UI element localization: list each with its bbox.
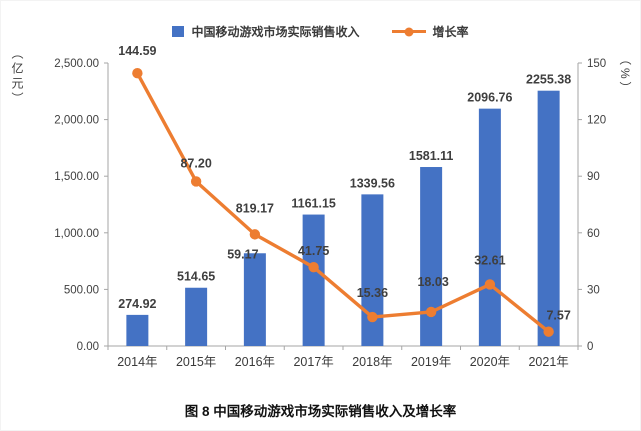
revenue-bar-2021年 bbox=[537, 90, 560, 347]
bar-series-swatch bbox=[172, 26, 185, 37]
x-axis-category-label: 2020年 bbox=[470, 355, 510, 369]
growth-value-label: 144.59 bbox=[118, 44, 156, 58]
growth-point-2017年 bbox=[308, 262, 319, 273]
growth-point-2021年 bbox=[543, 326, 554, 337]
right-axis-tick-label: 90 bbox=[587, 171, 600, 183]
x-axis-category-label: 2014年 bbox=[117, 355, 157, 369]
growth-point-2014年 bbox=[132, 68, 143, 79]
revenue-bar-2018年 bbox=[361, 194, 384, 346]
x-axis-category-label: 2019年 bbox=[411, 355, 451, 369]
right-axis-tick-label: 60 bbox=[587, 228, 600, 240]
chart-caption: 图 8 中国移动游戏市场实际销售收入及增长率 bbox=[184, 404, 457, 419]
growth-value-label: 59.17 bbox=[227, 247, 258, 261]
revenue-value-label: 514.65 bbox=[177, 270, 215, 284]
revenue-bar-2016年 bbox=[243, 253, 266, 346]
right-axis-unit-label: （%） bbox=[618, 53, 632, 97]
x-axis-category-label: 2015年 bbox=[176, 355, 216, 369]
revenue-bar-2015年 bbox=[185, 287, 208, 346]
growth-value-label: 7.57 bbox=[546, 309, 570, 323]
x-axis-category-label: 2021年 bbox=[528, 355, 568, 369]
left-axis-tick-label: 1,500.00 bbox=[54, 171, 99, 183]
left-axis-tick-label: 1,000.00 bbox=[54, 228, 99, 240]
growth-value-label: 41.75 bbox=[298, 244, 329, 258]
line-series-dot bbox=[404, 27, 413, 36]
growth-point-2019年 bbox=[425, 306, 437, 318]
revenue-value-label: 2255.38 bbox=[526, 73, 571, 87]
left-axis-tick-label: 0.00 bbox=[77, 341, 99, 353]
growth-value-label: 32.61 bbox=[474, 253, 505, 267]
legend-item-growth: 增长率 bbox=[391, 23, 469, 40]
left-axis-tick-label: 2,500.00 bbox=[54, 58, 99, 70]
x-axis-category-label: 2016年 bbox=[235, 355, 275, 369]
x-axis-category-label: 2018年 bbox=[352, 355, 392, 369]
revenue-value-label: 2096.76 bbox=[467, 91, 512, 105]
x-axis-category-label: 2017年 bbox=[293, 355, 333, 369]
revenue-value-label: 1339.56 bbox=[350, 176, 395, 190]
growth-point-2020年 bbox=[484, 279, 496, 290]
legend-item-revenue: 中国移动游戏市场实际销售收入 bbox=[172, 23, 360, 40]
growth-value-label: 18.03 bbox=[417, 275, 448, 289]
revenue-value-label: 274.92 bbox=[118, 297, 156, 311]
growth-point-2015年 bbox=[190, 176, 202, 187]
growth-value-label: 87.20 bbox=[180, 156, 211, 170]
growth-value-label: 15.36 bbox=[357, 286, 388, 300]
revenue-bar-2014年 bbox=[126, 314, 149, 346]
revenue-bar-2020年 bbox=[478, 108, 501, 347]
revenue-value-label: 1581.11 bbox=[409, 149, 454, 163]
line-series-label: 增长率 bbox=[432, 25, 469, 39]
growth-rate-line bbox=[135, 71, 551, 334]
left-axis-tick-label: 2,000.00 bbox=[54, 115, 99, 127]
growth-point-2016年 bbox=[249, 229, 261, 240]
chart-legend: 中国移动游戏市场实际销售收入 增长率 bbox=[1, 23, 640, 40]
right-axis-tick-label: 0 bbox=[587, 341, 593, 353]
revenue-value-label: 1161.15 bbox=[291, 197, 336, 211]
revenue-bar-2019年 bbox=[420, 167, 443, 346]
revenue-value-label: 819.17 bbox=[236, 201, 274, 215]
revenue-bar-2017年 bbox=[302, 214, 325, 346]
left-axis-unit-label: （亿元） bbox=[10, 47, 24, 107]
right-axis-tick-label: 30 bbox=[587, 284, 600, 296]
right-axis-tick-label: 150 bbox=[587, 58, 606, 70]
line-series-swatch bbox=[391, 27, 426, 36]
growth-point-2018年 bbox=[367, 311, 378, 323]
bar-series-label: 中国移动游戏市场实际销售收入 bbox=[191, 25, 360, 39]
left-axis-tick-label: 500.00 bbox=[64, 284, 99, 296]
right-axis-tick-label: 120 bbox=[587, 115, 606, 127]
